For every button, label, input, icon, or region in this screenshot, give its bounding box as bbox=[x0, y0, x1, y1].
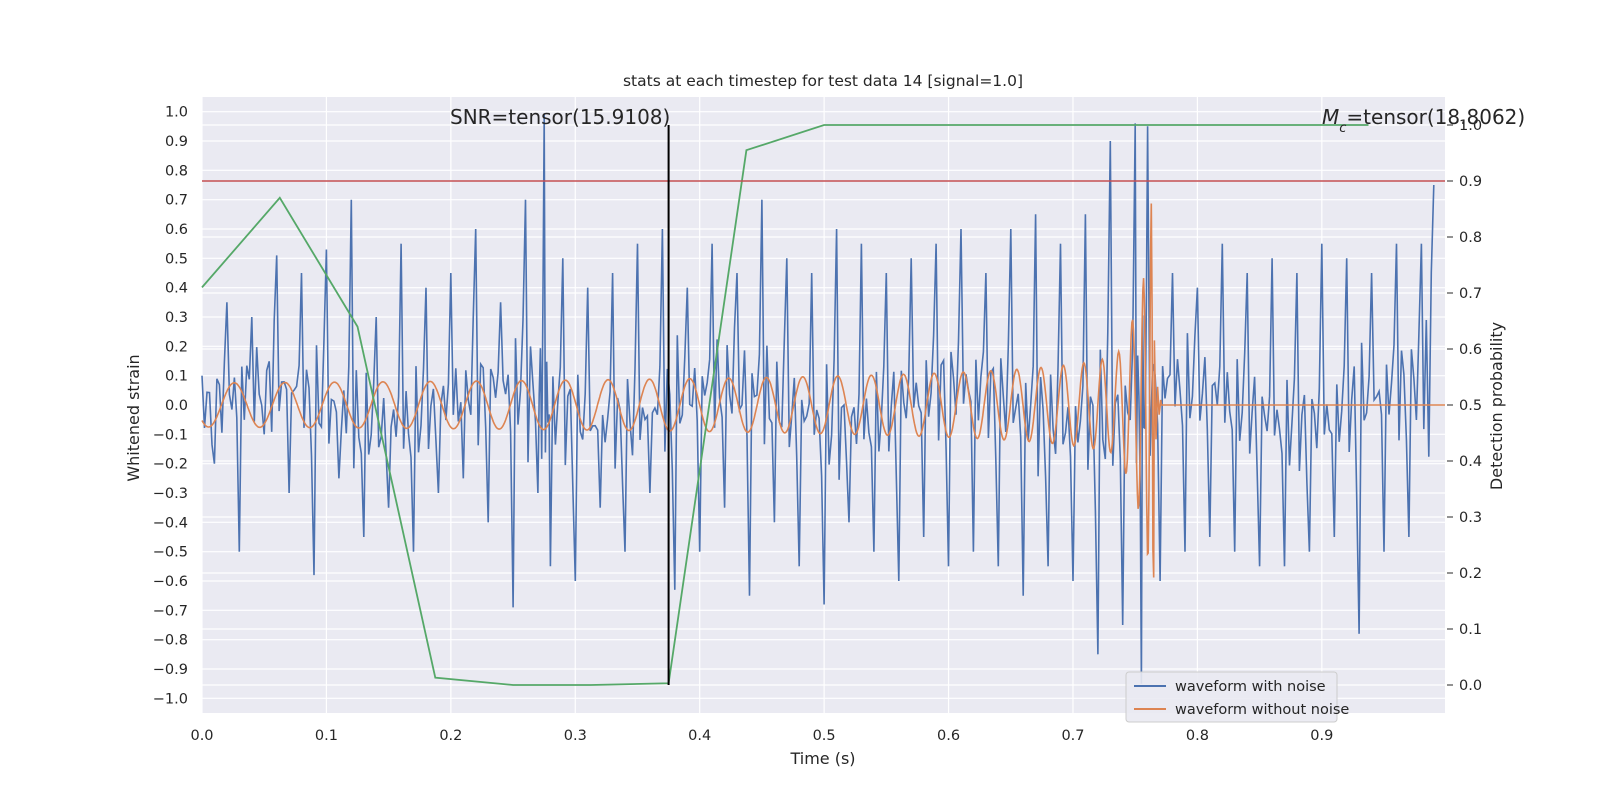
y-tick-label: −0.1 bbox=[153, 427, 188, 443]
y-tick-label: 1.0 bbox=[165, 105, 188, 121]
y2-axis-label: Detection probability bbox=[1487, 322, 1506, 490]
y-tick-label: 0.0 bbox=[165, 398, 188, 414]
overlay-lines bbox=[202, 125, 1445, 685]
y-tick-label: −0.9 bbox=[153, 662, 188, 678]
y-tick-label: −0.5 bbox=[153, 545, 188, 561]
y2-tick-label: 0.4 bbox=[1459, 454, 1482, 470]
y-tick-label: 0.2 bbox=[165, 339, 188, 355]
y2-tick-label: 0.8 bbox=[1459, 230, 1482, 246]
y-tick-label: 0.4 bbox=[165, 281, 188, 297]
chirp-mass-symbol: M bbox=[1322, 105, 1339, 129]
legend-clean-label: waveform without noise bbox=[1175, 702, 1349, 718]
x-tick-label: 0.8 bbox=[1186, 728, 1209, 744]
chirp-mass-value: =tensor(18.8062) bbox=[1346, 105, 1525, 129]
x-tick-label: 0.9 bbox=[1310, 728, 1333, 744]
y-tick-label: −0.7 bbox=[153, 603, 188, 619]
x-tick-label: 0.3 bbox=[564, 728, 587, 744]
chirp-mass-subscript: c bbox=[1339, 121, 1346, 136]
chirp-mass-annotation: Mc=tensor(18.8062) bbox=[1322, 105, 1525, 136]
series-detection-probability bbox=[201, 124, 1369, 686]
x-tick-label: 0.5 bbox=[813, 728, 836, 744]
x-tick-label: 0.4 bbox=[688, 728, 711, 744]
y2-tick-label: 0.2 bbox=[1459, 566, 1482, 582]
legend-noise-label: waveform with noise bbox=[1175, 679, 1326, 695]
y2-tick-label: 0.1 bbox=[1459, 622, 1482, 638]
x-tick-label: 0.2 bbox=[439, 728, 462, 744]
y-tick-label: −0.3 bbox=[153, 486, 188, 502]
x-axis-label: Time (s) bbox=[789, 749, 855, 768]
y-tick-label: 0.3 bbox=[165, 310, 188, 326]
x-tick-label: 0.7 bbox=[1061, 728, 1084, 744]
axes: 0.0 0.1 0.2 0.3 0.4 0.5 0.6 0.7 0.8 0.9 −1.0 −0.9 −0… bbox=[153, 105, 1482, 744]
y-tick-label: −0.2 bbox=[153, 457, 188, 473]
x-tick-label: 0.0 bbox=[190, 728, 213, 744]
y2-tick-label: 0.3 bbox=[1459, 510, 1482, 526]
y-tick-label: 0.9 bbox=[165, 134, 188, 150]
y2-tick-label: 1.0 bbox=[1459, 118, 1482, 134]
legend-box bbox=[1125, 671, 1338, 723]
y-tick-label: −0.6 bbox=[153, 574, 188, 590]
y-tick-label: 0.5 bbox=[165, 251, 188, 267]
series-waveform-with-noise bbox=[201, 114, 1435, 684]
snr-annotation: SNR=tensor(15.9108) bbox=[450, 105, 670, 129]
y-tick-label: 0.8 bbox=[165, 163, 188, 179]
y2-tick-label: 0.6 bbox=[1459, 342, 1482, 358]
y-tick-label: −0.8 bbox=[153, 633, 188, 649]
series-waveform-without-noise bbox=[201, 203, 1445, 578]
chart-title: stats at each timestep for test data 14 … bbox=[623, 72, 1023, 90]
y-tick-label: 0.7 bbox=[165, 193, 188, 209]
y-axis-label: Whitened strain bbox=[124, 354, 143, 481]
y-tick-label: 0.6 bbox=[165, 222, 188, 238]
y2-tick-label: 0.5 bbox=[1459, 398, 1482, 414]
y2-tick-label: 0.0 bbox=[1459, 678, 1482, 694]
y2-tick-label: 0.9 bbox=[1459, 174, 1482, 190]
y2-tick-label: 0.7 bbox=[1459, 286, 1482, 302]
x-tick-label: 0.1 bbox=[315, 728, 338, 744]
x-tick-label: 0.6 bbox=[937, 728, 960, 744]
y-tick-label: −0.4 bbox=[153, 515, 188, 531]
legend: waveform with noise waveform without noi… bbox=[1125, 671, 1349, 723]
series-layer bbox=[201, 114, 1445, 686]
y-tick-label: −1.0 bbox=[153, 691, 188, 707]
y-tick-label: 0.1 bbox=[165, 369, 188, 385]
